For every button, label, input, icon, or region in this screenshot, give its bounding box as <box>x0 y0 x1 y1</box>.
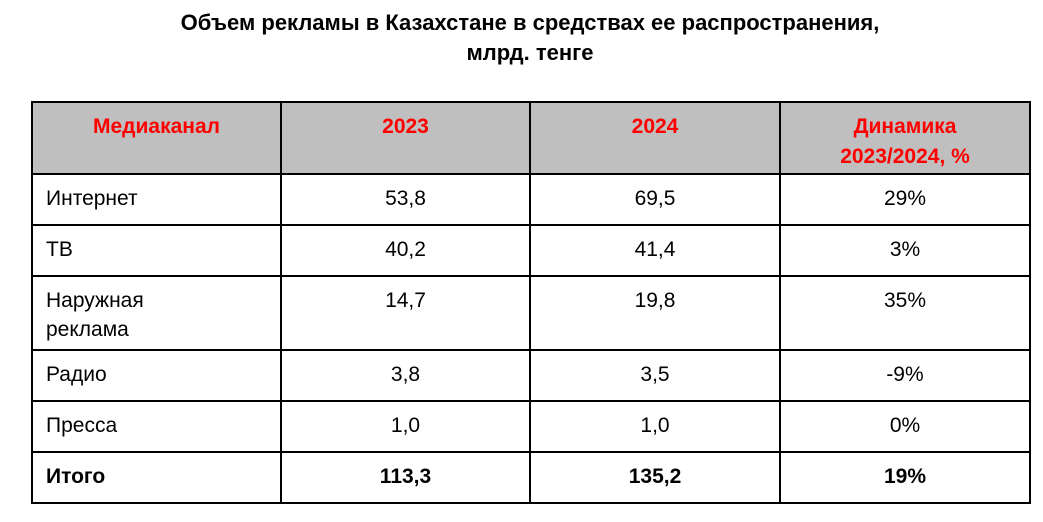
cell-channel: Радио <box>31 349 282 402</box>
cell-channel: Наружная реклама <box>31 275 282 351</box>
cell-2023: 3,8 <box>280 349 531 402</box>
cell-2024: 69,5 <box>529 173 781 226</box>
header-media-channel: Медиаканал <box>31 101 282 175</box>
table-row: Интернет 53,8 69,5 29% <box>31 173 1031 226</box>
cell-total-label: Итого <box>31 451 282 504</box>
cell-2023: 14,7 <box>280 275 531 351</box>
header-2023: 2023 <box>280 101 531 175</box>
cell-change: 35% <box>779 275 1031 351</box>
cell-2023: 53,8 <box>280 173 531 226</box>
cell-change: 0% <box>779 400 1031 453</box>
cell-total-2023: 113,3 <box>280 451 531 504</box>
table-row: Наружная реклама 14,7 19,8 35% <box>31 275 1031 351</box>
cell-2023: 40,2 <box>280 224 531 277</box>
cell-total-2024: 135,2 <box>529 451 781 504</box>
header-2024: 2024 <box>529 101 781 175</box>
cell-2023: 1,0 <box>280 400 531 453</box>
cell-change: -9% <box>779 349 1031 402</box>
cell-channel: ТВ <box>31 224 282 277</box>
table-header-row: Медиаканал 2023 2024 Динамика 2023/2024,… <box>31 101 1031 175</box>
cell-2024: 41,4 <box>529 224 781 277</box>
chart-title-line-1: Объем рекламы в Казахстане в средствах е… <box>180 10 880 35</box>
advertising-volume-table: Медиаканал 2023 2024 Динамика 2023/2024,… <box>31 101 1031 504</box>
header-change: Динамика 2023/2024, % <box>779 101 1031 175</box>
table-row: ТВ 40,2 41,4 3% <box>31 224 1031 277</box>
cell-2024: 19,8 <box>529 275 781 351</box>
cell-2024: 1,0 <box>529 400 781 453</box>
cell-channel-text: Наружная реклама <box>46 289 144 341</box>
cell-change: 29% <box>779 173 1031 226</box>
header-change-text: Динамика 2023/2024, % <box>840 115 970 168</box>
cell-channel: Пресса <box>31 400 282 453</box>
cell-total-change: 19% <box>779 451 1031 504</box>
table-row: Радио 3,8 3,5 -9% <box>31 349 1031 402</box>
chart-title: Объем рекламы в Казахстане в средствах е… <box>0 8 1043 68</box>
cell-change: 3% <box>779 224 1031 277</box>
table-row: Пресса 1,0 1,0 0% <box>31 400 1031 453</box>
cell-2024: 3,5 <box>529 349 781 402</box>
chart-title-line-2: млрд. тенге <box>466 40 594 65</box>
cell-channel: Интернет <box>31 173 282 226</box>
table-total-row: Итого 113,3 135,2 19% <box>31 451 1031 504</box>
